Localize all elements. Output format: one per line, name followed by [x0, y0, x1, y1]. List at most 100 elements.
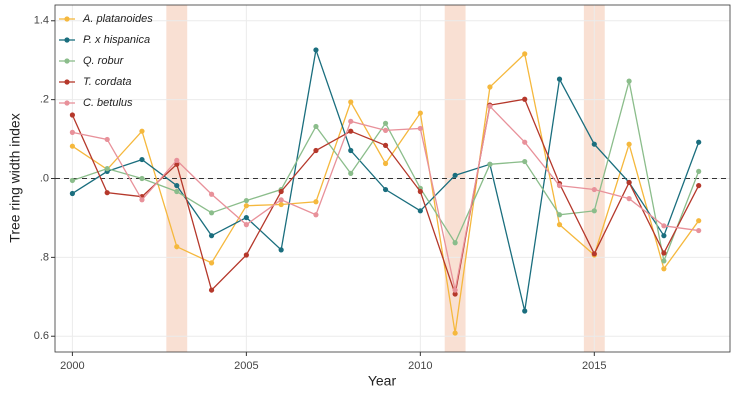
data-point — [243, 197, 249, 204]
data-point — [243, 252, 249, 258]
data-point — [661, 266, 667, 272]
legend-swatch-dot — [64, 16, 70, 22]
x-tick-label: 2000 — [60, 360, 84, 372]
legend-swatch-dot — [64, 79, 70, 85]
legend-label: Q. robur — [83, 55, 125, 67]
data-point — [382, 160, 389, 167]
data-point — [556, 182, 563, 189]
data-point — [69, 177, 75, 184]
data-point — [348, 128, 354, 134]
data-point — [278, 197, 284, 203]
data-point — [661, 258, 667, 264]
legend-label: P. x hispanica — [83, 34, 150, 46]
data-point — [591, 251, 597, 257]
data-point — [313, 212, 319, 218]
y-tick-label: .8 — [40, 251, 49, 263]
data-point — [452, 330, 458, 336]
data-point — [348, 170, 354, 176]
data-point — [69, 143, 75, 149]
data-point — [208, 287, 215, 293]
data-point — [139, 128, 145, 134]
data-point — [417, 110, 423, 116]
data-point — [696, 168, 702, 175]
data-point — [69, 190, 75, 197]
data-point — [69, 112, 75, 118]
data-point — [278, 247, 284, 253]
legend-swatch-dot — [64, 100, 70, 106]
data-point — [313, 47, 319, 53]
data-point — [452, 172, 458, 178]
data-point — [522, 158, 528, 165]
data-point — [626, 141, 632, 147]
data-point — [348, 99, 354, 105]
data-point — [452, 240, 458, 246]
data-point — [313, 147, 319, 154]
data-point — [243, 203, 249, 209]
data-point — [174, 182, 180, 189]
data-point — [104, 166, 110, 172]
data-point — [591, 208, 597, 214]
data-point — [208, 233, 215, 239]
data-point — [139, 197, 145, 203]
data-point — [382, 127, 389, 133]
data-point — [278, 201, 284, 208]
data-point — [522, 139, 528, 145]
y-axis-title: Tree ring width index — [7, 113, 23, 242]
data-point — [139, 156, 145, 163]
data-point — [522, 96, 528, 102]
data-point — [522, 51, 528, 57]
data-point — [696, 182, 702, 189]
data-point — [452, 291, 458, 297]
data-point — [69, 129, 75, 135]
data-point — [626, 179, 632, 186]
data-point — [487, 103, 493, 109]
legend-label: T. cordata — [83, 76, 132, 88]
data-point — [348, 147, 354, 154]
data-point — [104, 190, 110, 196]
data-point — [139, 175, 145, 182]
data-point — [313, 123, 319, 130]
data-point — [591, 141, 597, 147]
data-point — [174, 161, 180, 167]
y-tick-label: 0.6 — [34, 330, 49, 342]
data-point — [278, 188, 284, 195]
data-point — [591, 186, 597, 193]
data-point — [208, 210, 215, 216]
y-tick-label: .2 — [40, 94, 49, 106]
legend-swatch-dot — [64, 37, 70, 43]
data-point — [626, 78, 632, 84]
data-point — [417, 208, 423, 214]
data-point — [696, 218, 702, 224]
data-point — [696, 227, 702, 234]
data-point — [382, 120, 389, 126]
y-tick-label: 1.4 — [34, 15, 49, 27]
data-point — [522, 308, 528, 314]
data-point — [174, 188, 180, 195]
data-point — [348, 118, 354, 124]
legend-label: C. betulus — [83, 97, 133, 109]
data-point — [661, 250, 667, 256]
data-point — [382, 186, 389, 193]
data-point — [556, 76, 563, 82]
data-point — [556, 212, 563, 218]
data-point — [556, 222, 563, 228]
data-point — [243, 222, 249, 228]
data-point — [208, 260, 215, 266]
data-point — [174, 244, 180, 250]
data-point — [487, 84, 493, 90]
data-point — [661, 223, 667, 229]
legend-label: A. platanoides — [82, 13, 153, 25]
data-point — [417, 125, 423, 132]
x-tick-label: 2010 — [408, 360, 432, 372]
x-axis-title: Year — [368, 373, 397, 389]
data-point — [417, 188, 423, 195]
data-point — [243, 214, 249, 221]
x-tick-label: 2005 — [234, 360, 258, 372]
y-tick-label: .0 — [40, 172, 49, 184]
x-tick-label: 2015 — [582, 360, 606, 372]
legend-swatch-dot — [64, 58, 70, 64]
data-point — [661, 233, 667, 239]
data-point — [174, 157, 180, 163]
data-point — [696, 139, 702, 145]
